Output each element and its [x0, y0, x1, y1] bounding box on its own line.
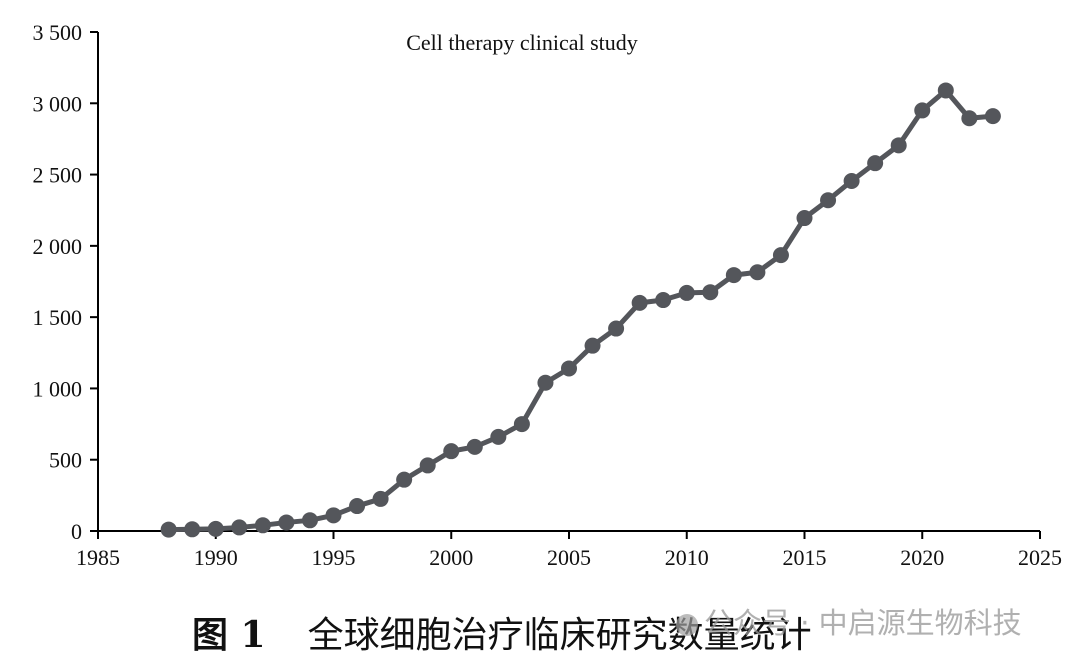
data-point-1991	[231, 519, 248, 536]
data-point-1988	[160, 521, 177, 538]
data-point-2013	[749, 264, 766, 281]
data-point-2019	[890, 137, 907, 154]
data-point-1996	[349, 498, 366, 515]
caption-text: 全球细胞治疗临床研究数量统计	[307, 615, 812, 656]
y-tick-label: 500	[49, 448, 82, 473]
chart-title: Cell therapy clinical study	[406, 30, 638, 55]
y-tick-label: 2 500	[33, 163, 83, 188]
series-line	[168, 87, 994, 533]
x-tick-label: 2005	[547, 545, 591, 570]
x-tick-label: 1985	[76, 545, 120, 570]
data-point-1990	[207, 520, 224, 537]
y-tick-label: 1 000	[33, 376, 83, 401]
x-tick-label: 2000	[429, 545, 473, 570]
y-tick-label: 0	[71, 519, 82, 544]
x-tick-label: 2015	[783, 545, 827, 570]
data-point-2016	[820, 192, 837, 209]
data-point-2022	[961, 110, 978, 127]
data-point-2009	[655, 292, 672, 309]
data-point-2020	[914, 102, 931, 119]
data-point-1994	[301, 512, 318, 529]
data-point-2007	[608, 320, 625, 337]
x-tick-label: 1990	[194, 545, 238, 570]
axes: 1985 1990 1995 2000 2005 2010 2015 2020 2025 0 500…	[33, 20, 1063, 570]
data-point-1993	[278, 514, 295, 531]
data-point-2001	[466, 438, 483, 455]
x-tick-label: 2010	[665, 545, 709, 570]
line-chart: 1985 1990 1995 2000 2005 2010 2015 2020 2025 0 500…	[33, 20, 1063, 570]
data-point-2011	[702, 284, 719, 301]
watermark-text: 公众号 · 中启源生物科技	[704, 606, 1022, 640]
data-point-1992	[254, 517, 271, 534]
x-tick-label: 2025	[1018, 545, 1062, 570]
data-point-1999	[419, 457, 436, 474]
wechat-icon	[676, 614, 698, 636]
data-point-2017	[843, 172, 860, 189]
figure-number: 图 1	[192, 614, 266, 656]
x-tick-label: 2020	[900, 545, 944, 570]
data-point-2015	[796, 210, 813, 227]
data-point-1989	[184, 521, 201, 538]
data-point-2023	[984, 108, 1001, 125]
series-group	[160, 82, 1001, 538]
y-tick-label: 1 500	[33, 305, 83, 330]
data-point-2003	[513, 416, 530, 433]
data-point-2021	[937, 82, 954, 99]
data-point-2000	[443, 443, 460, 460]
data-point-2010	[678, 284, 695, 301]
data-point-1997	[372, 490, 389, 507]
y-tick-label: 3 500	[33, 20, 83, 45]
x-tick-label: 1995	[312, 545, 356, 570]
data-point-2008	[631, 294, 648, 311]
y-tick-label: 2 000	[33, 234, 83, 259]
data-point-2004	[537, 374, 554, 391]
data-point-2005	[561, 360, 577, 377]
y-tick-label: 3 000	[33, 91, 83, 116]
data-point-2002	[490, 428, 507, 445]
data-point-2012	[725, 267, 742, 284]
watermark: 公众号 · 中启源生物科技	[676, 600, 1022, 642]
data-point-1995	[325, 507, 342, 524]
figure-caption: 图 1 全球细胞治疗临床研究数量统计	[192, 606, 812, 658]
data-point-1998	[396, 471, 413, 488]
data-point-2018	[867, 155, 884, 172]
data-point-2006	[584, 337, 601, 354]
data-point-2014	[772, 247, 789, 264]
